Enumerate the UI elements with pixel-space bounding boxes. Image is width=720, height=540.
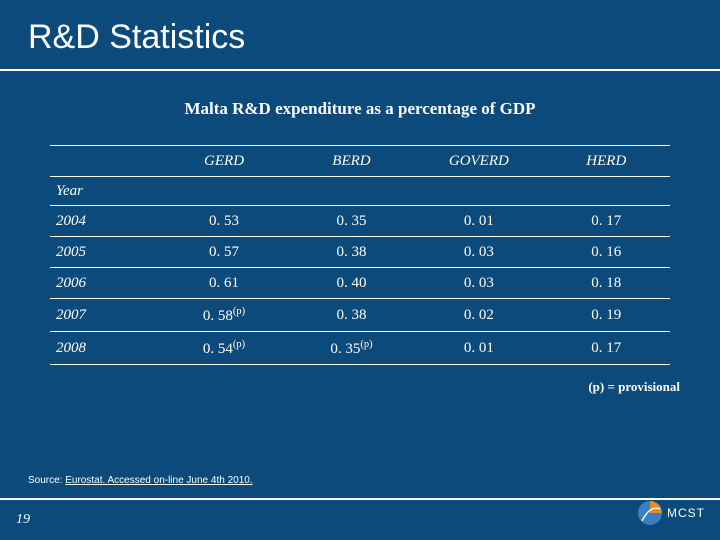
logo-text: MCST (667, 506, 705, 520)
data-cell: 0. 01 (415, 332, 542, 365)
data-cell: 0. 35 (288, 206, 415, 237)
year-cell: 2008 (50, 332, 160, 365)
data-cell: 0. 40 (288, 268, 415, 299)
year-cell: 2004 (50, 206, 160, 237)
year-label: Year (50, 177, 670, 206)
table-row: 20060. 610. 400. 030. 18 (50, 268, 670, 299)
logo-icon (636, 499, 664, 527)
data-table: GERD BERD GOVERD HERD Year 20040. 530. 3… (50, 145, 670, 365)
table-row: 20050. 570. 380. 030. 16 (50, 237, 670, 268)
column-header: GOVERD (415, 146, 542, 177)
table-header-row: GERD BERD GOVERD HERD (50, 146, 670, 177)
source-label: Source: (28, 475, 62, 486)
table-row: 20080. 54(p)0. 35(p)0. 010. 17 (50, 332, 670, 365)
column-header: GERD (160, 146, 287, 177)
data-cell: 0. 38 (288, 299, 415, 332)
data-cell: 0. 61 (160, 268, 287, 299)
title-rule (0, 69, 720, 71)
source-text: Eurostat. Accessed on-line June 4th 2010… (65, 475, 252, 486)
slide: R&D Statistics Malta R&D expenditure as … (0, 0, 720, 540)
column-header: BERD (288, 146, 415, 177)
data-cell: 0. 58(p) (160, 299, 287, 332)
table-row: 20040. 530. 350. 010. 17 (50, 206, 670, 237)
table-head: GERD BERD GOVERD HERD (50, 146, 670, 177)
data-cell: 0. 17 (543, 206, 670, 237)
data-cell: 0. 57 (160, 237, 287, 268)
data-cell: 0. 03 (415, 268, 542, 299)
provisional-legend: (p) = provisional (40, 379, 680, 395)
data-cell: 0. 35(p) (288, 332, 415, 365)
data-cell: 0. 19 (543, 299, 670, 332)
source-note: Source: Eurostat. Accessed on-line June … (28, 475, 253, 486)
data-cell: 0. 54(p) (160, 332, 287, 365)
data-cell: 0. 02 (415, 299, 542, 332)
year-cell: 2006 (50, 268, 160, 299)
table-body: Year 20040. 530. 350. 010. 1720050. 570.… (50, 177, 670, 365)
table-caption: Malta R&D expenditure as a percentage of… (0, 99, 720, 119)
data-cell: 0. 18 (543, 268, 670, 299)
year-cell: 2007 (50, 299, 160, 332)
page-title: R&D Statistics (0, 0, 720, 69)
page-number: 19 (16, 512, 30, 528)
year-cell: 2005 (50, 237, 160, 268)
column-header: HERD (543, 146, 670, 177)
column-stub (50, 146, 160, 177)
mcst-logo: MCST (636, 492, 706, 534)
footer-rule (0, 498, 720, 500)
data-cell: 0. 53 (160, 206, 287, 237)
data-cell: 0. 17 (543, 332, 670, 365)
data-cell: 0. 16 (543, 237, 670, 268)
data-cell: 0. 03 (415, 237, 542, 268)
table-row: 20070. 58(p)0. 380. 020. 19 (50, 299, 670, 332)
data-cell: 0. 01 (415, 206, 542, 237)
year-label-row: Year (50, 177, 670, 206)
data-cell: 0. 38 (288, 237, 415, 268)
